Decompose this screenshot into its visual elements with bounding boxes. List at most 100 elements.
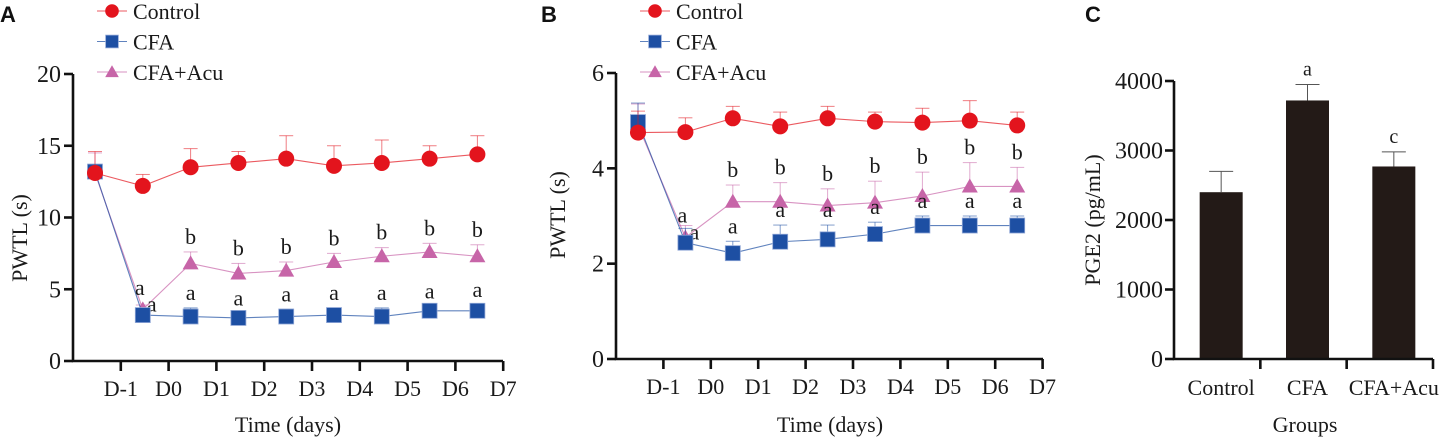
- panel-b-control-point: [677, 124, 694, 141]
- panel-b-control-point: [724, 110, 741, 127]
- panel-b-significance-label: a: [728, 213, 738, 238]
- panel-b-x-ticks: D-1 D0 D1 D2 D3 D4 D5 D6 D7: [646, 359, 1056, 399]
- panel-b-cfa_acu-point: [819, 197, 836, 212]
- legend-triangle-icon: [648, 65, 662, 78]
- panel-a-cfa_acu-point: [278, 262, 295, 277]
- panel-b-cfa-point: [819, 231, 836, 248]
- panel-a-control-point: [134, 177, 151, 194]
- panel-a-x-tick-label: D7: [490, 376, 517, 401]
- legend-square-icon: [105, 34, 119, 49]
- panel-a-x-tick-label: D6: [442, 376, 469, 401]
- panel-b-cfa-point: [914, 217, 931, 234]
- panel-c-y-ticks: 0 1000 2000 3000 4000: [1115, 69, 1174, 373]
- panel-a-cfa_acu-point: [469, 248, 486, 263]
- panel-c-significance-label: a: [1303, 58, 1312, 80]
- panel-b-line-chart: B Control CFA CFA+Acu 0 2 4 6 D-1 D0 D1 D2 D3 D4 D5…: [541, 0, 1056, 437]
- panel-a-significance-label: a: [186, 280, 196, 305]
- panel-a-y-tick-label: 15: [37, 134, 61, 160]
- legend-label: CFA: [133, 30, 174, 55]
- panel-b-cfa-point: [1009, 217, 1026, 234]
- panel-b-control-point: [961, 112, 978, 129]
- panel-b-legend-item: Control: [640, 0, 743, 24]
- panel-a-significance-label: a: [473, 277, 483, 302]
- panel-c-y-tick-label: 3000: [1115, 139, 1163, 165]
- panel-a-cfa_acu-point: [230, 265, 247, 280]
- panel-a-x-tick-label: D-1: [104, 376, 138, 401]
- panel-a-control-point: [87, 165, 103, 182]
- panel-b-cfa_acu-point: [1009, 178, 1026, 193]
- panel-a-axes: [71, 74, 503, 363]
- panel-a-y-axis-label: PWTL (s): [7, 194, 32, 282]
- panel-b-significance-label: b: [1012, 139, 1023, 164]
- panel-a-cfa_acu-point: [421, 243, 438, 258]
- panel-b-series-cfa-acu: ab b b b b b b: [630, 103, 1026, 244]
- legend-label: Control: [676, 0, 743, 24]
- legend-label: Control: [133, 0, 200, 24]
- panel-b-control-point: [1009, 117, 1026, 134]
- panel-b-significance-label: a: [870, 194, 880, 219]
- panel-c-significance-label: c: [1389, 126, 1398, 148]
- legend-square-icon: [648, 34, 662, 49]
- panel-a-cfa_acu-point: [373, 248, 390, 263]
- panel-a-cfa-point: [326, 307, 342, 323]
- panel-b-significance-label: a: [775, 197, 785, 222]
- legend-label: CFA+Acu: [676, 60, 766, 85]
- panel-b-x-tick-label: D2: [792, 374, 819, 399]
- panel-b-significance-label: a: [690, 219, 700, 244]
- panel-a-cfa-point: [469, 302, 486, 319]
- panel-a-control-point: [278, 150, 295, 167]
- panel-b-significance-label: b: [870, 153, 881, 178]
- panel-a-legend-item: CFA: [97, 30, 174, 55]
- panel-c-y-tick-label: 1000: [1115, 278, 1163, 304]
- panel-a-legend-item: Control: [97, 0, 200, 24]
- panel-b-cfa-point: [677, 234, 694, 251]
- legend-circle-icon: [105, 4, 119, 18]
- panel-a-cfa-point: [278, 308, 295, 325]
- panel-b-control-point: [630, 124, 646, 141]
- panel-b-cfa_acu-point: [724, 193, 741, 208]
- panel-b-y-tick-label: 6: [592, 61, 604, 87]
- panel-b-significance-label: a: [823, 197, 833, 222]
- panel-c-x-axis-label: Groups: [1273, 412, 1338, 437]
- panel-a-significance-label: b: [376, 220, 387, 245]
- panel-a-x-tick-label: D4: [346, 376, 373, 401]
- panel-a-y-tick-label: 0: [49, 349, 61, 375]
- panel-a-significance-label: b: [472, 217, 483, 242]
- panel-c-x-tick-label: Control: [1188, 375, 1255, 400]
- panel-a-control-point: [230, 154, 247, 171]
- panel-b-y-ticks: 0 2 4 6: [592, 61, 616, 373]
- panel-b-x-tick-label: D1: [745, 374, 772, 399]
- panel-b-legend-item: CFA: [640, 30, 717, 55]
- panel-b-y-axis-label: PWTL (s): [545, 171, 570, 259]
- panel-b-x-tick-label: D5: [934, 374, 961, 399]
- panel-c-axes: [1172, 81, 1433, 361]
- panel-a-legend: Control CFA CFA+Acu: [97, 0, 223, 85]
- panel-a-significance-label: a: [281, 281, 291, 306]
- panel-b-y-tick-label: 0: [592, 347, 604, 373]
- panel-a-significance-label: b: [233, 235, 244, 260]
- panel-a-cfa_acu-point: [182, 255, 199, 270]
- panel-a-plot-area: ab b b b b b ba a a a a a a a: [87, 135, 486, 326]
- panel-a-x-tick-label: D2: [251, 376, 278, 401]
- panel-b-cfa-point: [772, 233, 789, 250]
- panel-b-control-point: [772, 118, 789, 135]
- panel-a-cfa-point: [421, 302, 438, 319]
- panel-b-label: B: [541, 2, 557, 27]
- panel-b-x-axis-label: Time (days): [777, 412, 883, 437]
- legend-triangle-icon: [105, 65, 119, 78]
- panel-b-x-tick-label: D3: [840, 374, 867, 399]
- panel-a-legend-item: CFA+Acu: [97, 60, 223, 85]
- panel-b-significance-label: a: [965, 188, 975, 213]
- panel-a-control-point: [182, 159, 199, 176]
- panel-a-significance-label: a: [377, 280, 387, 305]
- panel-a-y-ticks: 0 5 10 15 20: [37, 62, 73, 375]
- panel-a-series-control: [87, 135, 486, 194]
- panel-c-plot-area: ac: [1199, 58, 1416, 360]
- panel-a-x-tick-label: D1: [203, 376, 230, 401]
- panel-b-x-tick-label: D6: [982, 374, 1009, 399]
- panel-b-x-tick-label: D0: [697, 374, 724, 399]
- panel-a-control-point: [421, 150, 438, 167]
- panel-b-significance-label: a: [918, 188, 928, 213]
- panel-a-y-tick-label: 10: [37, 206, 61, 232]
